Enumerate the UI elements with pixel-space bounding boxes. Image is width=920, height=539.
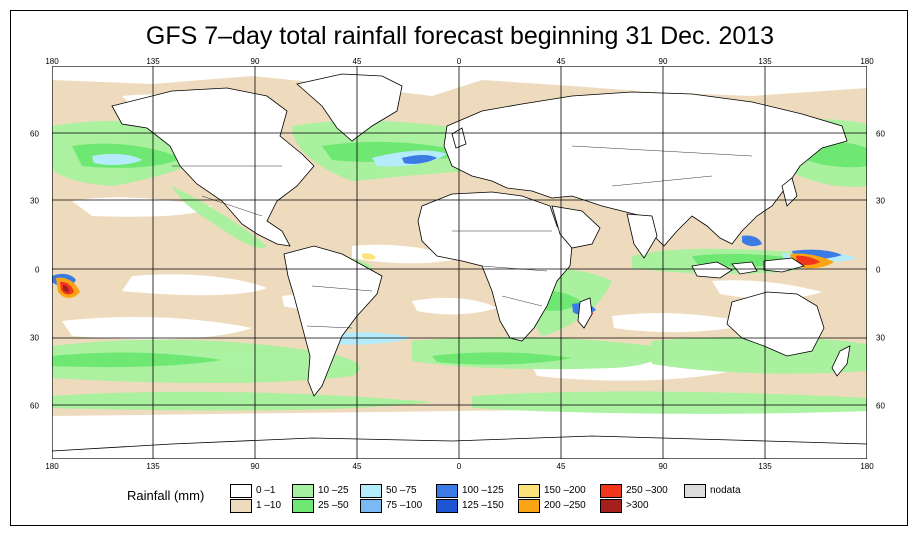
lon-tick-bottom: 45: [556, 462, 566, 471]
lon-tick-top: 180: [45, 57, 59, 66]
lon-tick-top: 135: [146, 57, 160, 66]
legend-label: >300: [626, 500, 649, 511]
legend-swatch: [600, 499, 622, 513]
legend-label: 75 –100: [386, 500, 423, 511]
legend-label: 0 –1: [256, 485, 276, 496]
legend-swatch: [436, 499, 458, 513]
lon-tick-bottom: 0: [456, 462, 462, 471]
legend-swatch: [436, 484, 458, 498]
figure-frame: [10, 10, 908, 526]
legend-swatch: [518, 499, 540, 513]
lon-tick-bottom: 180: [860, 462, 874, 471]
lon-tick-bottom: 90: [250, 462, 260, 471]
legend-swatch: [292, 484, 314, 498]
legend-label: 250 –300: [626, 485, 668, 496]
legend-label: 100 –125: [462, 485, 504, 496]
lon-tick-bottom: 90: [658, 462, 668, 471]
lat-tick-left: 0: [35, 265, 40, 275]
lon-tick-top: 45: [352, 57, 362, 66]
lat-tick-right: 30: [876, 333, 885, 343]
lon-tick-top: 45: [556, 57, 566, 66]
world-rainfall-map: [52, 66, 867, 459]
lon-tick-top: 90: [658, 57, 668, 66]
legend-swatch: [230, 484, 252, 498]
lon-tick-bottom: 45: [352, 462, 362, 471]
lon-tick-bottom: 135: [758, 462, 772, 471]
legend-label: 1 –10: [256, 500, 282, 511]
lon-tick-bottom: 180: [45, 462, 59, 471]
graticule: [52, 66, 867, 459]
lat-tick-left: 30: [30, 333, 39, 343]
legend-label: 50 –75: [386, 485, 417, 496]
map-title: GFS 7–day total rainfall forecast beginn…: [145, 22, 775, 50]
lat-tick-right: 0: [876, 265, 881, 275]
legend-label: 10 –25: [318, 485, 349, 496]
legend-label: 25 –50: [318, 500, 349, 511]
legend-swatch: [684, 484, 706, 498]
lon-tick-top: 0: [456, 57, 462, 66]
legend-label: 200 –250: [544, 500, 586, 511]
legend-swatch: [360, 499, 382, 513]
lon-tick-top: 135: [758, 57, 772, 66]
lat-tick-right: 60: [876, 129, 885, 139]
country-borders: [172, 145, 753, 329]
legend-swatch: [292, 499, 314, 513]
legend-swatch: [360, 484, 382, 498]
lon-tick-top: 180: [860, 57, 874, 66]
lon-tick-top: 90: [250, 57, 260, 66]
lat-tick-right: 60: [876, 401, 885, 411]
lat-tick-left: 30: [30, 196, 39, 206]
legend-title: Rainfall (mm): [127, 488, 205, 503]
lat-tick-left: 60: [30, 401, 39, 411]
legend-label: 125 –150: [462, 500, 504, 511]
lat-tick-left: 60: [30, 129, 39, 139]
legend-swatch: [600, 484, 622, 498]
legend-label: nodata: [710, 485, 741, 496]
legend-swatch: [230, 499, 252, 513]
legend-label: 150 –200: [544, 485, 586, 496]
legend-swatch: [518, 484, 540, 498]
lat-tick-right: 30: [876, 196, 885, 206]
lon-tick-bottom: 135: [146, 462, 160, 471]
